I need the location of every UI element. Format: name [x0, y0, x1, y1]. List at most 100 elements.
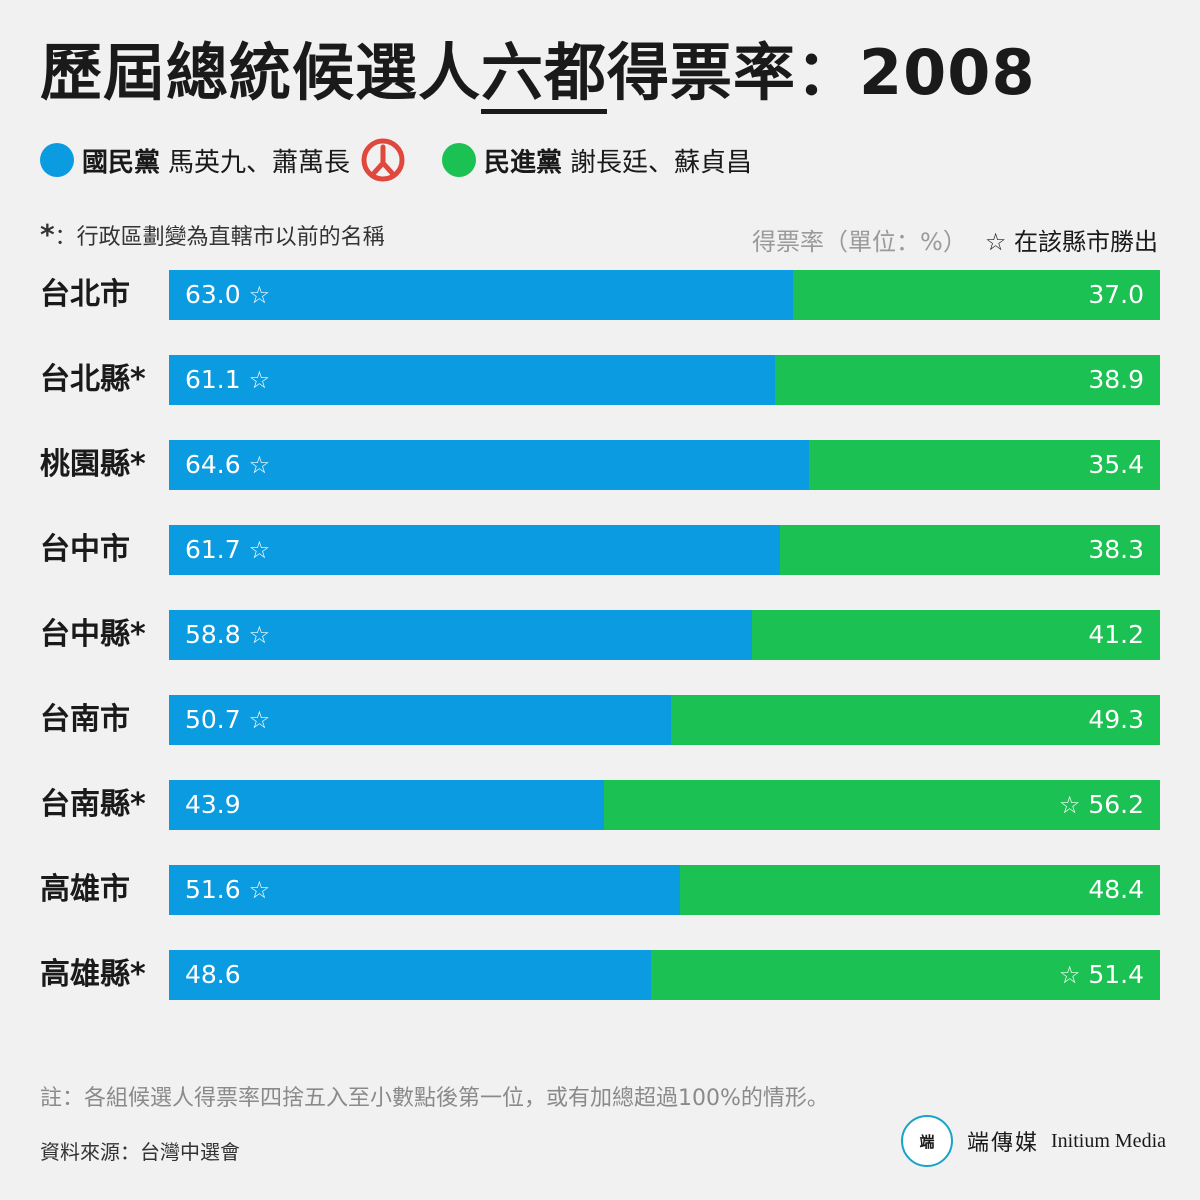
- value-text: 35.4: [1088, 450, 1144, 479]
- brand: 端 端傳媒 Initium Media: [901, 1114, 1166, 1168]
- page-title: 歷屆總統候選人六都得票率：2008: [40, 28, 1036, 118]
- dpp-legend-candidates: 謝長廷、蘇貞昌: [570, 147, 753, 178]
- winner-star-icon: ☆: [248, 366, 271, 394]
- kmt-legend-candidates: 馬英九、蕭萬長: [168, 147, 351, 178]
- stacked-bar: 50.7 ☆ 49.3: [169, 695, 1160, 745]
- kmt-bar: 61.7 ☆: [169, 525, 780, 575]
- dpp-value-label: 48.4: [1088, 865, 1144, 915]
- dpp-legend-party: 民進黨: [484, 147, 563, 178]
- dpp-bar: 37.0: [793, 270, 1160, 320]
- winner-star-icon: ☆: [248, 706, 271, 734]
- value-text: 51.6: [185, 875, 241, 904]
- dpp-bar: 41.2: [752, 610, 1160, 660]
- dpp-bar: 38.9: [775, 355, 1160, 405]
- stacked-bar: 43.9 ☆ 56.2: [169, 780, 1160, 830]
- kmt-value-label: 64.6 ☆: [185, 440, 270, 490]
- dpp-value-label: 38.3: [1088, 525, 1144, 575]
- kmt-bar: 61.1 ☆: [169, 355, 775, 405]
- kmt-bar: 64.6 ☆: [169, 440, 809, 490]
- value-text: 50.7: [185, 705, 241, 734]
- value-text: 61.7: [185, 535, 241, 564]
- winner-star-icon: ☆: [248, 621, 271, 649]
- bar-row: 台南縣* 43.9 ☆ 56.2: [0, 780, 1200, 830]
- value-text: 56.2: [1088, 790, 1144, 819]
- bar-row: 台中縣* 58.8 ☆ 41.2: [0, 610, 1200, 660]
- dpp-legend-dot: [442, 143, 477, 177]
- asterisk-note: *：行政區劃變為直轄市以前的名稱: [40, 218, 385, 251]
- title-underlined: 六都: [481, 36, 608, 114]
- category-label: 台南市: [40, 702, 130, 737]
- value-text: 64.6: [185, 450, 241, 479]
- kmt-legend-party: 國民黨: [82, 147, 161, 178]
- dpp-value-label: 41.2: [1088, 610, 1144, 660]
- winner-star-icon: ☆: [248, 281, 271, 309]
- category-label: 高雄縣*: [40, 957, 146, 992]
- brand-name-en: Initium Media: [1051, 1129, 1166, 1152]
- winner-star-icon: ☆: [248, 536, 271, 564]
- kmt-value-label: 61.7 ☆: [185, 525, 270, 575]
- value-text: 51.4: [1088, 960, 1144, 989]
- value-text: 49.3: [1088, 705, 1144, 734]
- stacked-bar: 61.7 ☆ 38.3: [169, 525, 1160, 575]
- category-label: 台北市: [40, 277, 130, 312]
- dpp-bar: 49.3: [671, 695, 1160, 745]
- value-text: 58.8: [185, 620, 241, 649]
- value-text: 43.9: [185, 790, 241, 819]
- unit-label: 得票率（單位：%）: [752, 228, 967, 256]
- dpp-value-label: 35.4: [1088, 440, 1144, 490]
- kmt-bar: 43.9: [169, 780, 604, 830]
- dpp-value-label: ☆ 56.2: [1059, 780, 1144, 830]
- stacked-bar: 64.6 ☆ 35.4: [169, 440, 1160, 490]
- stacked-bar: 61.1 ☆ 38.9: [169, 355, 1160, 405]
- kmt-bar: 50.7 ☆: [169, 695, 671, 745]
- dpp-value-label: 37.0: [1088, 270, 1144, 320]
- bar-row: 台南市 50.7 ☆ 49.3: [0, 695, 1200, 745]
- bar-row: 高雄縣* 48.6 ☆ 51.4: [0, 950, 1200, 1000]
- asterisk-mark: *: [40, 218, 55, 251]
- title-part2: 得票率：2008: [607, 36, 1036, 109]
- source-note: 資料來源：台灣中選會: [40, 1140, 240, 1164]
- kmt-value-label: 51.6 ☆: [185, 865, 270, 915]
- brand-logo-icon: 端: [901, 1115, 953, 1167]
- bar-row: 桃園縣* 64.6 ☆ 35.4: [0, 440, 1200, 490]
- kmt-value-label: 61.1 ☆: [185, 355, 270, 405]
- category-label: 台中縣*: [40, 617, 146, 652]
- value-text: 63.0: [185, 280, 241, 309]
- winner-star-icon: ☆: [248, 451, 271, 479]
- kmt-value-label: 58.8 ☆: [185, 610, 270, 660]
- winner-star-icon: ☆: [1058, 791, 1081, 819]
- value-text: 48.4: [1088, 875, 1144, 904]
- bar-row: 台北縣* 61.1 ☆ 38.9: [0, 355, 1200, 405]
- value-text: 41.2: [1088, 620, 1144, 649]
- unit-note: 得票率（單位：%） ☆ 在該縣市勝出: [752, 222, 1158, 257]
- kmt-bar: 63.0 ☆: [169, 270, 793, 320]
- footnote: 註：各組候選人得票率四捨五入至小數點後第一位，或有加總超過100%的情形。: [40, 1086, 829, 1111]
- value-text: 38.3: [1088, 535, 1144, 564]
- bar-row: 台中市 61.7 ☆ 38.3: [0, 525, 1200, 575]
- dpp-bar: 35.4: [809, 440, 1160, 490]
- dpp-bar: 38.3: [780, 525, 1160, 575]
- asterisk-note-text: ：行政區劃變為直轄市以前的名稱: [54, 225, 385, 250]
- dpp-bar: ☆ 51.4: [651, 950, 1160, 1000]
- brand-name-cn: 端傳媒: [967, 1131, 1040, 1156]
- stacked-bar: 58.8 ☆ 41.2: [169, 610, 1160, 660]
- kmt-value-label: 50.7 ☆: [185, 695, 270, 745]
- kmt-bar: 58.8 ☆: [169, 610, 752, 660]
- dpp-bar: ☆ 56.2: [604, 780, 1160, 830]
- value-text: 61.1: [185, 365, 241, 394]
- kmt-legend-dot: [40, 143, 74, 177]
- winner-star-icon: ☆: [248, 876, 271, 904]
- stacked-bar: 48.6 ☆ 51.4: [169, 950, 1160, 1000]
- dpp-value-label: 49.3: [1088, 695, 1144, 745]
- stacked-bar: 63.0 ☆ 37.0: [169, 270, 1160, 320]
- kmt-bar: 48.6: [169, 950, 651, 1000]
- winner-star-icon: ☆: [1058, 961, 1081, 989]
- value-text: 37.0: [1088, 280, 1144, 309]
- category-label: 台南縣*: [40, 787, 146, 822]
- kmt-value-label: 43.9: [185, 780, 241, 830]
- kmt-value-label: 63.0 ☆: [185, 270, 270, 320]
- dpp-value-label: ☆ 51.4: [1059, 950, 1144, 1000]
- dpp-value-label: 38.9: [1088, 355, 1144, 405]
- ballot-stamp-icon: [360, 137, 406, 183]
- bar-row: 高雄市 51.6 ☆ 48.4: [0, 865, 1200, 915]
